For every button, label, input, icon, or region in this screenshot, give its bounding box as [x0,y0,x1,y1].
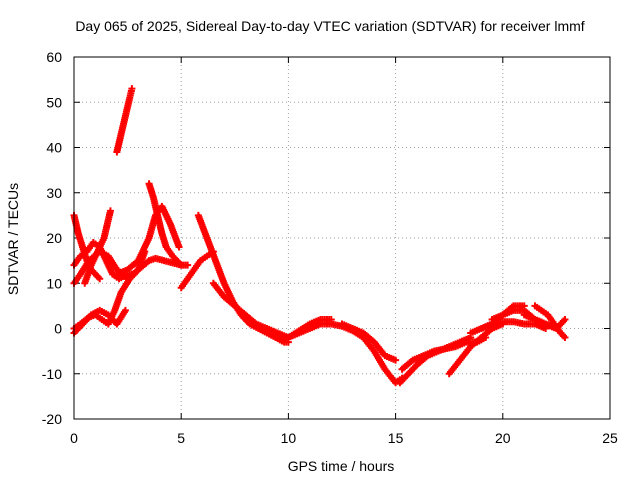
x-tick-label: 5 [177,430,185,446]
x-tick-label: 20 [495,430,511,446]
data-point [561,315,569,323]
plot-frame [73,56,611,420]
x-axis-label: GPS time / hours [288,458,395,474]
data-point [106,207,114,215]
y-tick-label: 40 [46,140,62,156]
y-tick-label: 10 [46,275,62,291]
data-point [392,356,400,364]
data-point [561,334,569,342]
y-axis-label: SDTVAR / TECUs [5,183,21,295]
series-arc-v [520,311,569,332]
data-points [70,85,569,387]
y-tick-label: 50 [46,94,62,110]
y-tick-label: -20 [42,411,62,427]
tick-labels: 0 5 10 15 20 25 -20 -10 0 10 20 30 40 50 60 [42,49,618,446]
series-arc-t [477,318,550,332]
data-point [184,261,192,269]
data-point [327,315,335,323]
y-tick-label: 30 [46,185,62,201]
data-point [128,85,136,93]
y-tick-label: 0 [54,321,62,337]
x-tick-label: 25 [602,430,618,446]
series-arc-k [194,211,292,346]
x-tick-label: 10 [281,430,297,446]
series-arc-g [70,306,129,337]
y-tick-label: -10 [42,366,62,382]
data-point [121,306,129,314]
chart-title: Day 065 of 2025, Sidereal Day-to-day VTE… [75,18,584,34]
series-arc-m [274,315,335,342]
y-tick-label: 60 [46,49,62,65]
x-tick-label: 0 [70,430,78,446]
data-point [175,243,183,251]
series-arc-n [338,320,400,364]
y-tick-label: 20 [46,230,62,246]
x-tick-label: 15 [388,430,404,446]
series-arc-a [113,85,136,156]
series-arc-i [145,180,192,269]
data-point [96,275,104,283]
